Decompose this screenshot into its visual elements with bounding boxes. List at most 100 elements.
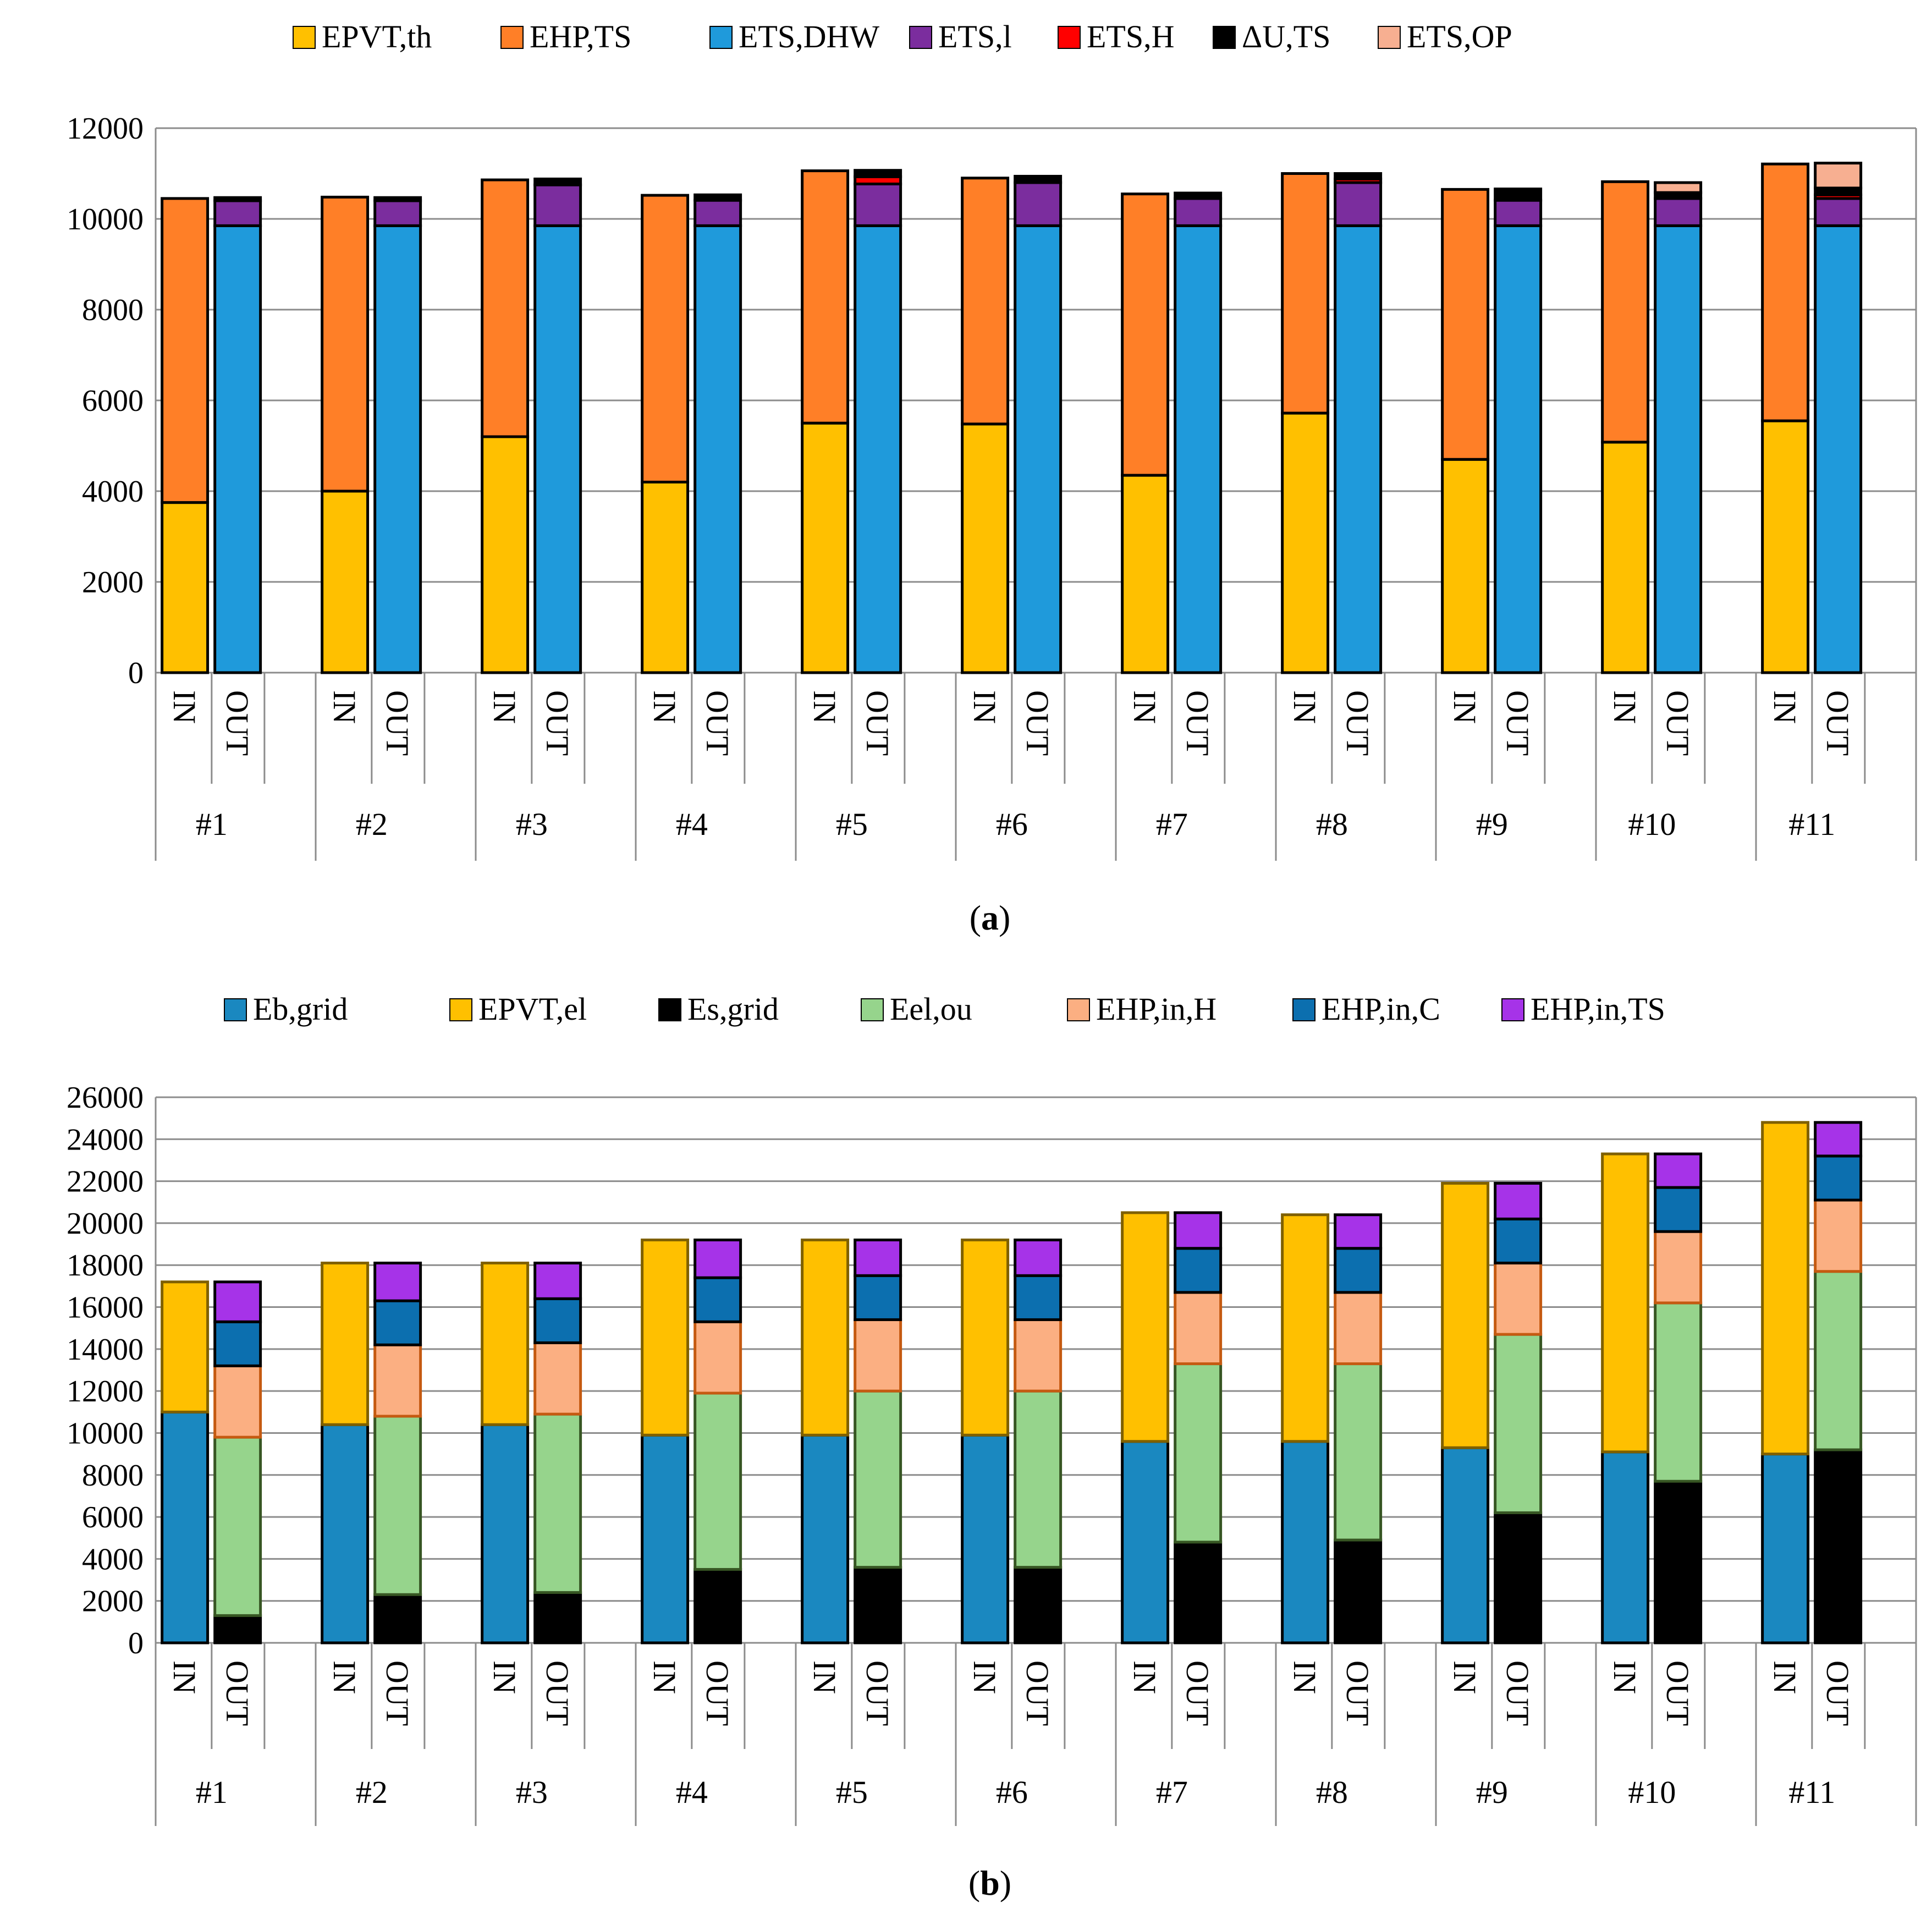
x-subcategory-label: OUT	[1340, 1660, 1375, 1726]
bar-ehp-in-ts-8-out	[1334, 1213, 1383, 1250]
chart-panel-b: Eb,grid EPVT,el Es,grid Eel,ou EHP,in,H EHP,i…	[67, 991, 1917, 1902]
bar-ehp-in-c-4-out	[693, 1276, 742, 1323]
legend-label: EHP,in,TS	[1531, 991, 1665, 1027]
bar-epvt-el-9-in	[1441, 1181, 1490, 1449]
y-tick-label: 10000	[67, 1416, 144, 1450]
bar-ehp-in-ts-2-out	[373, 1261, 422, 1302]
bar-ets-dhw-8-out	[1334, 224, 1383, 674]
x-subcategory-label: OUT	[540, 1660, 575, 1726]
bar-eel-ou-11-out	[1814, 1270, 1863, 1451]
legend-label: ETS,DHW	[739, 19, 879, 54]
y-tick-label: 14000	[67, 1333, 144, 1367]
x-group-label: #8	[1316, 1774, 1348, 1810]
bar-eb-grid-7-in	[1121, 1440, 1170, 1645]
bar-ehp-in-ts-6-out	[1014, 1238, 1063, 1277]
bar-eel-ou-6-out	[1014, 1389, 1063, 1569]
legend-swatch	[224, 998, 247, 1021]
bar-eb-grid-5-in	[801, 1433, 850, 1645]
bar-ets-l-1-out	[213, 199, 262, 227]
y-tick-label: 10000	[67, 202, 144, 237]
bar-ehp-ts-2-in	[321, 195, 370, 493]
y-tick-label: 24000	[67, 1123, 144, 1157]
bar-ehp-in-c-3-out	[533, 1297, 582, 1344]
legend-swatch	[1501, 998, 1524, 1021]
x-subcategory-label: OUT	[1500, 1660, 1535, 1726]
x-subcategory-label: IN	[1287, 690, 1323, 724]
legend-swatch	[1067, 998, 1090, 1021]
bar-ehp-in-h-7-out	[1174, 1291, 1223, 1366]
x-subcategory-label: IN	[487, 1660, 522, 1694]
bar-ets-l-9-out	[1494, 199, 1543, 227]
legend-label: Es,grid	[687, 991, 779, 1027]
y-tick-label: 12000	[67, 1374, 144, 1409]
x-subcategory-label: OUT	[860, 1660, 895, 1726]
bar-epvt-el-4-in	[641, 1238, 690, 1437]
bar-ehp-in-ts-11-out	[1814, 1121, 1863, 1158]
x-subcategory-label: IN	[807, 690, 843, 724]
bar-epvt-th-6-in	[961, 422, 1010, 674]
bar-eel-ou-10-out	[1654, 1301, 1703, 1483]
bar-eel-ou-3-out	[533, 1412, 582, 1594]
x-subcategory-label: OUT	[1340, 690, 1375, 756]
bar-ets-l-2-out	[373, 199, 422, 227]
x-subcategory-label: IN	[1607, 1660, 1643, 1694]
bar-eel-ou-2-out	[373, 1415, 422, 1596]
bar-es-grid-3-out	[533, 1591, 582, 1645]
bar-epvt-el-2-in	[321, 1261, 370, 1426]
bar-epvt-el-1-in	[161, 1280, 210, 1414]
bar-es-grid-6-out	[1014, 1566, 1063, 1645]
bar-epvt-th-1-in	[161, 501, 210, 674]
y-tick-label: 26000	[67, 1081, 144, 1115]
x-subcategory-label: OUT	[379, 690, 415, 756]
y-tick-label: 0	[128, 656, 144, 690]
bar-eb-grid-1-in	[161, 1410, 210, 1645]
legend-item-u-ts: ΔU,TS	[1213, 19, 1330, 54]
bar-u-ts-9-out	[1494, 188, 1543, 202]
x-group-label: #5	[836, 806, 868, 842]
x-subcategory-label: IN	[1127, 690, 1163, 724]
y-tick-label: 6000	[82, 1500, 144, 1535]
legend-item-ets-l: ETS,l	[909, 19, 1012, 54]
legend-swatch	[861, 998, 884, 1021]
bar-eel-ou-9-out	[1494, 1333, 1543, 1514]
legend-label: EHP,TS	[530, 19, 631, 54]
x-subcategory-label: OUT	[1660, 690, 1696, 756]
panel-caption-letter: b	[980, 1863, 1000, 1902]
bar-epvt-el-3-in	[481, 1261, 530, 1426]
panel-caption: (a)	[970, 898, 1011, 937]
bar-eb-grid-8-in	[1281, 1440, 1330, 1645]
bar-eb-grid-3-in	[481, 1423, 530, 1645]
bar-ets-dhw-6-out	[1014, 224, 1063, 674]
legend-swatch	[909, 26, 932, 49]
legend-item-ehp-ts: EHP,TS	[500, 19, 631, 54]
bar-epvt-el-5-in	[801, 1238, 850, 1437]
bar-ehp-ts-9-in	[1441, 188, 1490, 461]
legend-item-ehp-in-c: EHP,in,C	[1292, 991, 1440, 1027]
bar-eb-grid-4-in	[641, 1433, 690, 1645]
bar-ets-dhw-11-out	[1814, 224, 1863, 674]
x-group-label: #1	[196, 806, 228, 842]
bar-ets-dhw-9-out	[1494, 224, 1543, 674]
bar-ets-l-3-out	[533, 183, 582, 227]
bars	[161, 162, 1863, 674]
bar-ets-dhw-2-out	[373, 224, 422, 674]
x-group-label: #11	[1788, 1774, 1835, 1810]
bar-es-grid-11-out	[1814, 1448, 1863, 1645]
bar-ehp-in-h-3-out	[533, 1341, 582, 1416]
x-subcategory-label: OUT	[1020, 690, 1055, 756]
bar-ehp-in-c-11-out	[1814, 1154, 1863, 1202]
bar-ehp-ts-3-in	[481, 178, 530, 438]
x-subcategory-label: IN	[1127, 1660, 1163, 1694]
bar-ehp-ts-10-in	[1601, 180, 1650, 444]
x-group-label: #11	[1788, 806, 1835, 842]
bar-ets-l-10-out	[1654, 197, 1703, 227]
legend-item-es-grid: Es,grid	[658, 991, 779, 1027]
bar-ehp-in-c-9-out	[1494, 1217, 1543, 1264]
legend-label: Eb,grid	[253, 991, 348, 1027]
bar-es-grid-7-out	[1174, 1541, 1223, 1645]
x-subcategory-label: IN	[487, 690, 522, 724]
bar-ehp-in-c-6-out	[1014, 1274, 1063, 1321]
x-group-label: #9	[1476, 1774, 1508, 1810]
bar-es-grid-9-out	[1494, 1511, 1543, 1645]
